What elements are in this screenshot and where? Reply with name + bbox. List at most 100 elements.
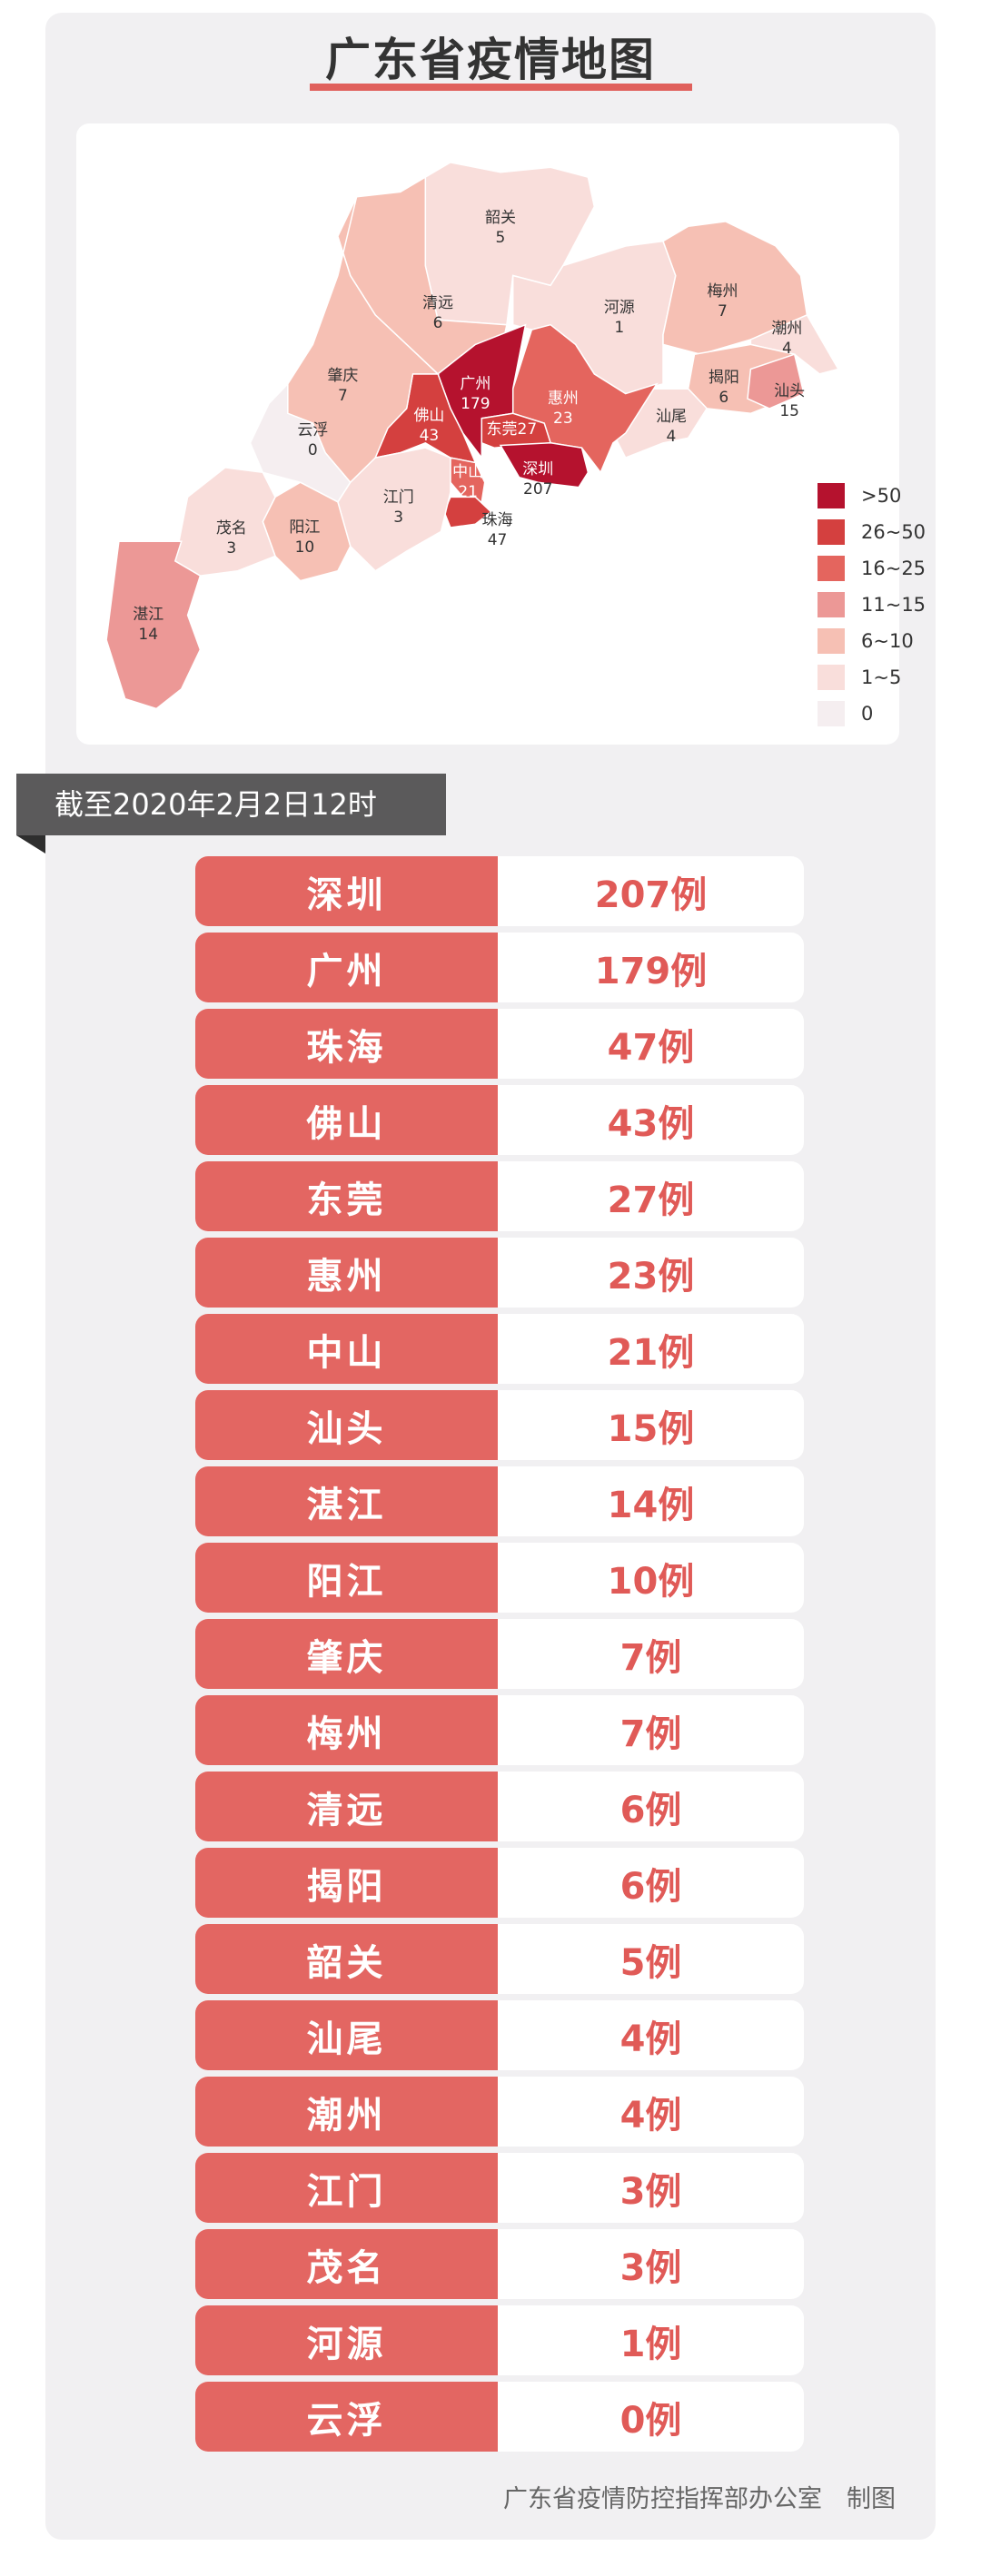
table-row: 珠海 47例	[195, 1009, 804, 1079]
case-count: 21例	[607, 1331, 695, 1374]
map-label: 阳江 10	[289, 518, 320, 558]
case-count: 0例	[619, 2399, 682, 2442]
city-name: 佛山	[195, 1085, 498, 1155]
city-name: 梅州	[195, 1695, 498, 1765]
city-name: 茂名	[195, 2229, 498, 2299]
table-row: 深圳 207例	[195, 856, 804, 926]
region-count: 21	[458, 483, 478, 502]
region-count: 3	[393, 508, 404, 528]
city-name: 汕头	[195, 1390, 498, 1460]
map-label: 茂名 3	[216, 518, 247, 558]
map-region-20	[105, 540, 202, 710]
region-count: 1	[614, 319, 625, 338]
case-count: 5例	[619, 1941, 682, 1984]
city-name: 湛江	[195, 1466, 498, 1536]
city-name: 广州	[195, 933, 498, 1002]
legend-swatch	[818, 556, 845, 581]
table-row: 肇庆 7例	[195, 1619, 804, 1689]
region-name: 惠州	[547, 389, 579, 408]
region-count: 15	[779, 401, 799, 420]
city-name: 潮州	[195, 2077, 498, 2147]
table-row: 潮州 4例	[195, 2077, 804, 2147]
legend-label: 11~15	[861, 594, 926, 616]
legend-item: >50	[818, 483, 901, 508]
region-name: 江门	[382, 489, 414, 508]
region-count: 5	[495, 228, 506, 247]
legend-item: 1~5	[818, 665, 901, 690]
map-label: 江门 3	[383, 488, 414, 528]
table-row: 清远 6例	[195, 1772, 804, 1841]
region-count: 179	[461, 394, 490, 413]
region-count: 43	[419, 426, 440, 445]
case-count: 4例	[619, 2094, 682, 2137]
map-label: 潮州 4	[771, 319, 802, 359]
table-row: 广州 179例	[195, 933, 804, 1002]
table-row: 韶关 5例	[195, 1924, 804, 1994]
map-label: 深圳 207	[522, 459, 553, 499]
map-label: 中山 21	[452, 462, 483, 502]
case-count: 7例	[619, 1712, 682, 1755]
map-label: 韶关 5	[485, 208, 516, 248]
table-row: 阳江 10例	[195, 1543, 804, 1613]
region-count: 0	[307, 441, 318, 460]
map-label: 云浮 0	[297, 420, 328, 460]
region-name: 梅州	[707, 281, 738, 301]
case-count: 6例	[619, 1789, 682, 1831]
region-name: 河源	[603, 299, 635, 318]
map-label: 河源 1	[604, 298, 635, 338]
map-region-6	[747, 353, 805, 410]
legend-item: 11~15	[818, 592, 926, 617]
city-name: 云浮	[195, 2382, 498, 2452]
legend-swatch	[818, 592, 845, 617]
region-name: 深圳	[522, 460, 554, 479]
case-count: 7例	[619, 1636, 682, 1679]
region-name: 东莞	[486, 420, 518, 439]
title-underline	[310, 84, 692, 91]
city-name: 韶关	[195, 1924, 498, 1994]
map-label: 揭阳 6	[708, 368, 739, 408]
table-row: 茂名 3例	[195, 2229, 804, 2299]
region-count: 27	[517, 420, 538, 439]
legend-label: 16~25	[861, 558, 926, 579]
legend-swatch	[818, 519, 845, 545]
city-name: 清远	[195, 1772, 498, 1841]
case-count: 47例	[607, 1026, 695, 1069]
legend-item: 26~50	[818, 519, 926, 545]
city-name: 珠海	[195, 1009, 498, 1079]
table-row: 梅州 7例	[195, 1695, 804, 1765]
city-name: 中山	[195, 1314, 498, 1384]
table-row: 惠州 23例	[195, 1238, 804, 1308]
region-count: 23	[553, 409, 573, 428]
region-name: 清远	[422, 293, 454, 312]
city-name: 惠州	[195, 1238, 498, 1308]
city-name: 揭阳	[195, 1848, 498, 1918]
legend-label: 26~50	[861, 521, 926, 543]
region-name: 广州	[460, 374, 491, 393]
table-row: 云浮 0例	[195, 2382, 804, 2452]
case-count: 15例	[607, 1407, 695, 1450]
map-label: 惠州 23	[548, 389, 579, 429]
table-row: 汕头 15例	[195, 1390, 804, 1460]
case-count: 10例	[607, 1560, 695, 1603]
city-name: 深圳	[195, 856, 498, 926]
city-name: 江门	[195, 2153, 498, 2223]
region-count: 4	[781, 339, 792, 358]
region-count: 14	[138, 626, 159, 645]
case-count: 3例	[619, 2246, 682, 2289]
legend-item: 16~25	[818, 556, 926, 581]
legend-item: 6~10	[818, 628, 914, 654]
legend-swatch	[818, 483, 845, 508]
case-count: 14例	[607, 1484, 695, 1526]
region-name: 汕头	[774, 381, 806, 400]
city-name: 肇庆	[195, 1619, 498, 1689]
map-label: 东莞27	[487, 419, 538, 439]
map-region-11	[499, 442, 590, 489]
region-name: 茂名	[215, 519, 247, 538]
table-row: 东莞 27例	[195, 1161, 804, 1231]
as-of-banner: 截至2020年2月2日12时	[16, 774, 446, 835]
map-label: 广州 179	[460, 374, 490, 414]
legend-label: 0	[861, 703, 874, 725]
case-count: 4例	[619, 2018, 682, 2060]
table-row: 湛江 14例	[195, 1466, 804, 1536]
city-name: 东莞	[195, 1161, 498, 1231]
